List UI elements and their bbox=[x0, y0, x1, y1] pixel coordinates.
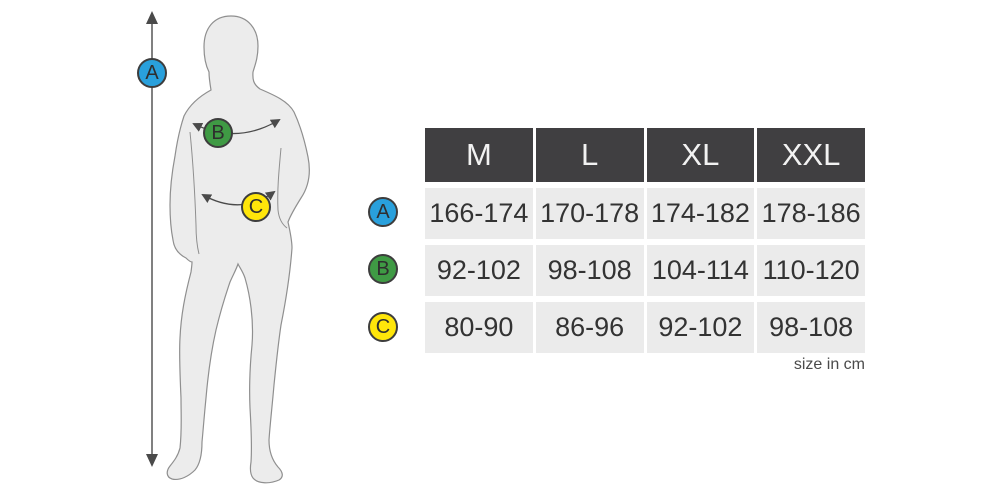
figure-point-c-badge: C bbox=[241, 192, 271, 222]
size-cell-b-xl: 104-114 bbox=[646, 245, 755, 296]
size-table: M L XL XXL 166-174 170-178 174-182 178-1… bbox=[425, 128, 865, 353]
size-cell-c-m: 80-90 bbox=[425, 302, 533, 353]
size-cell-b-m: 92-102 bbox=[425, 245, 533, 296]
col-header-l: L bbox=[535, 128, 644, 182]
col-header-xxl: XXL bbox=[757, 128, 865, 182]
size-cell-c-xxl: 98-108 bbox=[757, 302, 865, 353]
left-arm-crease bbox=[189, 131, 200, 255]
figure-point-a-badge: A bbox=[137, 58, 167, 88]
col-header-xl: XL bbox=[646, 128, 755, 182]
figure-point-b-label: B bbox=[211, 122, 225, 144]
size-cell-a-m: 166-174 bbox=[425, 188, 533, 239]
size-cell-b-l: 98-108 bbox=[535, 245, 644, 296]
figure-point-b-badge: B bbox=[203, 118, 233, 148]
chest-girth-arrow bbox=[192, 119, 281, 135]
table-row-b-label: B bbox=[376, 258, 390, 280]
size-cell-b-xxl: 110-120 bbox=[757, 245, 865, 296]
size-cell-a-xl: 174-182 bbox=[646, 188, 755, 239]
figure-illustration bbox=[146, 11, 310, 484]
height-arrow bbox=[146, 11, 158, 467]
size-cell-a-l: 170-178 bbox=[535, 188, 644, 239]
right-arm-crease bbox=[277, 147, 288, 229]
table-row-c-label: C bbox=[375, 316, 391, 338]
table-row-a-badge: A bbox=[368, 197, 398, 227]
col-header-m: M bbox=[425, 128, 533, 182]
figure-point-a-label: A bbox=[145, 62, 159, 84]
table-row-a-label: A bbox=[376, 201, 390, 223]
figure-point-c-label: C bbox=[248, 196, 264, 218]
body-silhouette bbox=[166, 15, 310, 484]
size-cell-c-xl: 92-102 bbox=[646, 302, 755, 353]
waist-girth-arrow bbox=[201, 190, 276, 206]
table-row-b-badge: B bbox=[368, 254, 398, 284]
units-caption: size in cm bbox=[793, 356, 865, 373]
size-cell-a-xxl: 178-186 bbox=[757, 188, 865, 239]
size-cell-c-l: 86-96 bbox=[535, 302, 644, 353]
table-row-c-badge: C bbox=[368, 312, 398, 342]
